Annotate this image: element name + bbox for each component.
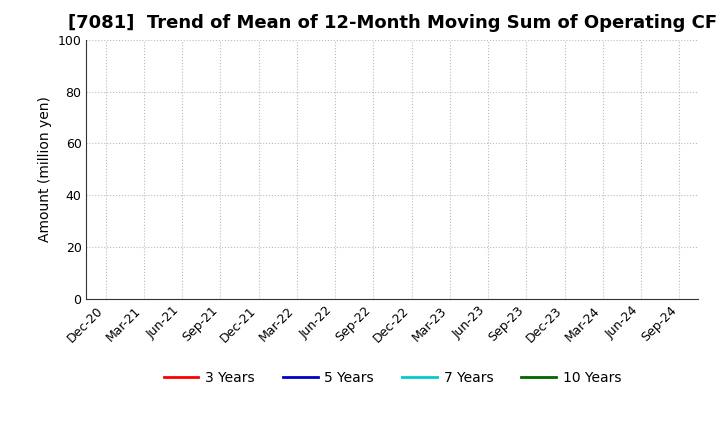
Title: [7081]  Trend of Mean of 12-Month Moving Sum of Operating CF: [7081] Trend of Mean of 12-Month Moving …	[68, 15, 717, 33]
Y-axis label: Amount (million yen): Amount (million yen)	[38, 96, 52, 242]
Legend: 3 Years, 5 Years, 7 Years, 10 Years: 3 Years, 5 Years, 7 Years, 10 Years	[158, 366, 626, 391]
